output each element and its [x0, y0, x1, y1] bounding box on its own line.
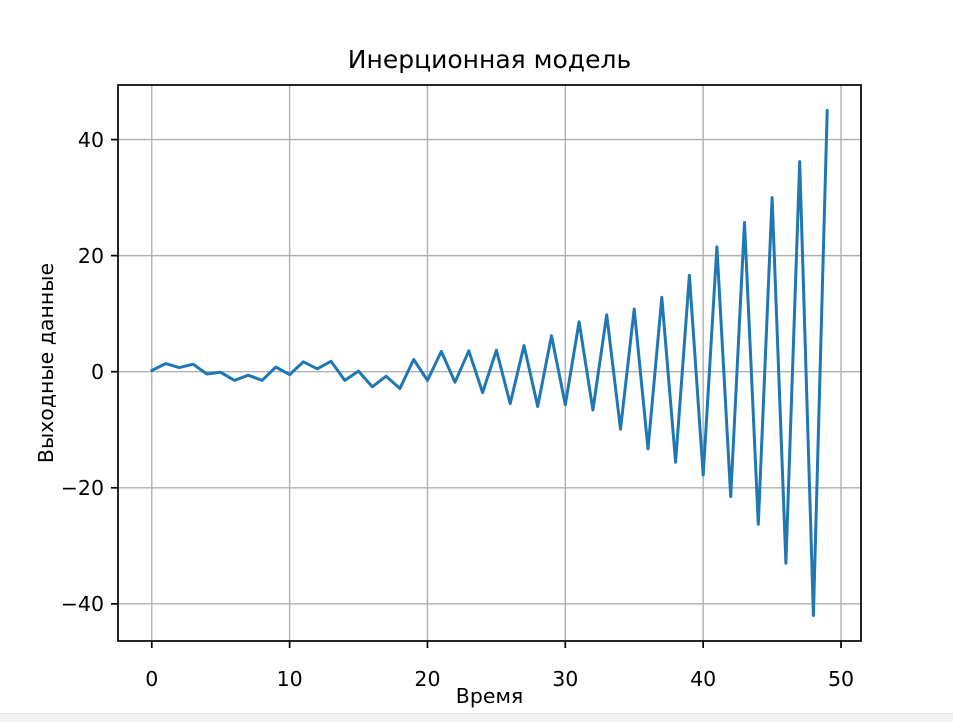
y-tick-label: 20 [77, 243, 104, 268]
x-tick-label: 20 [414, 667, 441, 691]
data-line [150, 109, 829, 617]
x-tick-label: 0 [145, 667, 159, 691]
bottom-ui-strip [0, 713, 953, 722]
chart-title: Инерционная модель [347, 45, 632, 74]
x-tick-label: 40 [690, 667, 717, 691]
y-tick-label: −20 [60, 475, 104, 500]
x-tick-label: 10 [276, 667, 303, 691]
x-tick-label: 30 [552, 667, 579, 691]
y-tick-label: −40 [60, 591, 104, 616]
y-tick-label: 40 [77, 127, 104, 152]
plot-border [117, 84, 862, 642]
y-tick-label: 0 [90, 359, 104, 384]
x-tick-label: 50 [827, 667, 855, 691]
x-axis-label: Время [455, 684, 524, 708]
